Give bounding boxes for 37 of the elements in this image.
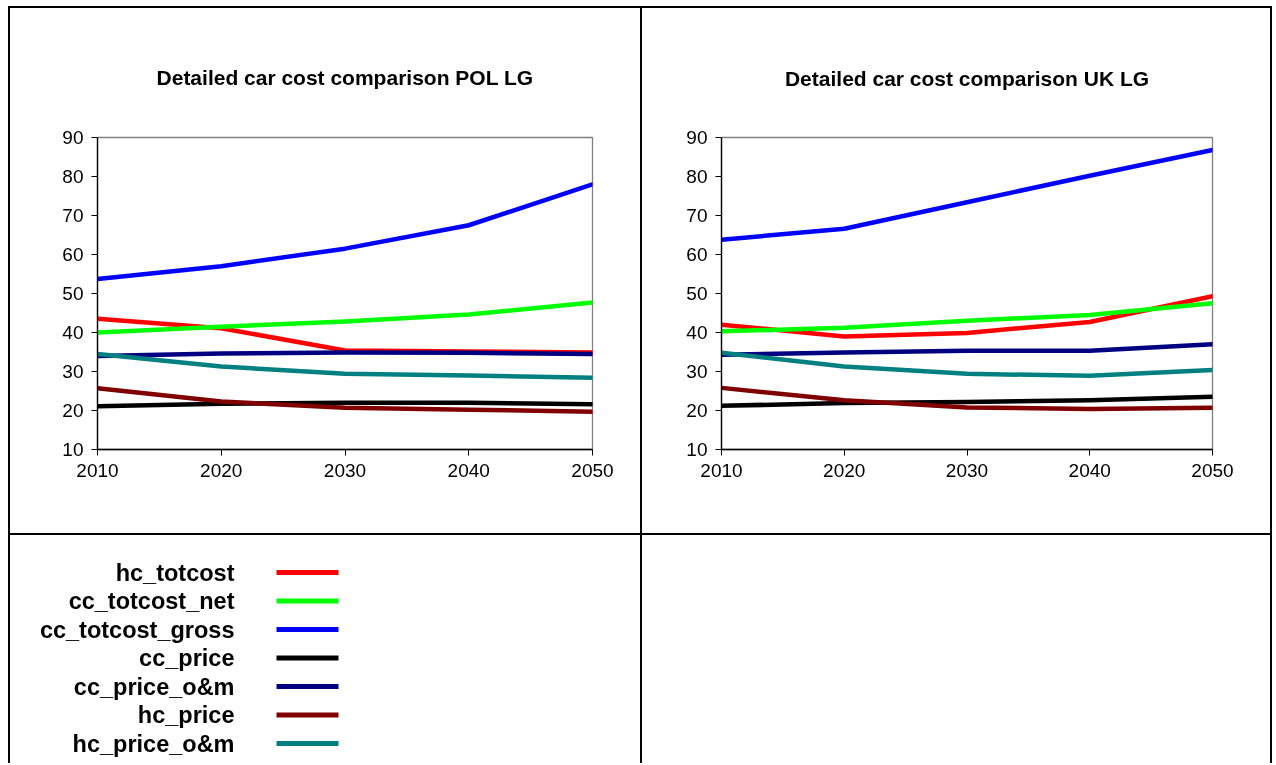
legend-label: cc_price_o&m	[73, 673, 235, 700]
x-tick-label: 2010	[76, 459, 119, 481]
legend-label: hc_price_o&m	[72, 730, 235, 757]
y-tick-label: 10	[686, 439, 708, 460]
x-tick-label: 2040	[447, 459, 490, 481]
legend-label: cc_price	[139, 645, 235, 671]
y-tick-label: 40	[62, 322, 84, 343]
legend-label: hc_totcost	[115, 559, 235, 586]
x-tick-label: 2040	[1068, 459, 1111, 481]
y-tick-label: 50	[686, 283, 708, 304]
y-tick-label: 10	[62, 439, 84, 460]
y-tick-label: 90	[686, 127, 708, 148]
legend-label: cc_totcost_net	[68, 588, 235, 614]
y-tick-label: 50	[62, 283, 84, 304]
y-tick-label: 20	[62, 400, 84, 421]
y-tick-label: 60	[62, 244, 84, 265]
x-tick-label: 2030	[323, 459, 367, 481]
x-tick-label: 2020	[823, 459, 866, 481]
y-tick-label: 30	[686, 361, 708, 382]
y-tick-label: 40	[686, 322, 708, 343]
y-tick-label: 70	[686, 205, 708, 226]
x-tick-label: 2030	[945, 459, 989, 481]
x-tick-label: 2010	[700, 459, 743, 481]
y-tick-label: 90	[62, 127, 84, 148]
y-tick-label: 70	[62, 205, 84, 226]
legend-label: hc_price	[137, 702, 235, 728]
x-tick-label: 2050	[1191, 459, 1234, 481]
y-tick-label: 30	[62, 361, 84, 382]
y-tick-label: 80	[62, 166, 84, 187]
y-tick-label: 60	[686, 244, 708, 265]
y-tick-label: 80	[686, 166, 708, 187]
y-tick-label: 20	[686, 400, 708, 421]
legend-label: cc_totcost_gross	[39, 616, 235, 643]
chart-title: Detailed car cost comparison UK LG	[784, 67, 1150, 90]
x-tick-label: 2050	[571, 459, 614, 481]
chart-title: Detailed car cost comparison POL LG	[156, 66, 534, 89]
x-tick-label: 2020	[200, 459, 243, 481]
